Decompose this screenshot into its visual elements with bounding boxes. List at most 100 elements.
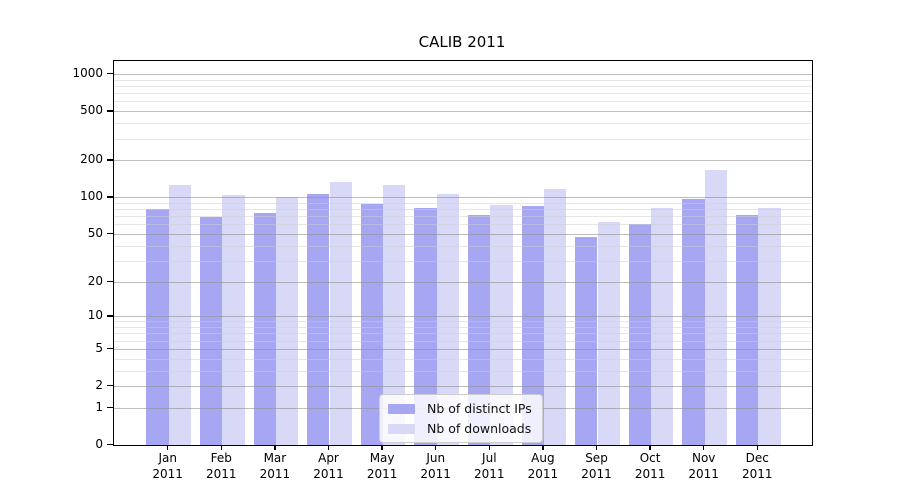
x-tick-year: 2011: [259, 466, 291, 481]
gridline-minor: [114, 358, 812, 360]
bar-distinct-ips: [467, 215, 491, 445]
x-tick: [327, 445, 330, 450]
x-tick: [435, 445, 437, 450]
x-tick-year: 2011: [742, 466, 773, 481]
bar-downloads: [758, 207, 781, 445]
x-tick-label: Jan 2011: [136, 451, 200, 482]
x-tick-year: 2011: [634, 466, 666, 481]
y-tick-label: 500: [80, 103, 103, 118]
x-tick-label: Apr 2011: [297, 451, 361, 482]
x-tick: [220, 445, 222, 450]
legend-label-downloads: Nb of downloads: [427, 421, 532, 436]
x-tick-year: 2011: [474, 466, 505, 481]
x-tick-label: May 2011: [350, 451, 414, 482]
y-tick-label: 10: [87, 308, 103, 323]
x-tick-month: Mar: [263, 451, 287, 465]
x-tick-label: Aug 2011: [511, 451, 575, 482]
gridline-major: [114, 197, 812, 199]
bar-downloads: [383, 185, 406, 445]
x-tick-label: Sep 2011: [565, 451, 629, 482]
gridline-minor: [114, 321, 812, 323]
gridline-minor: [114, 216, 812, 218]
x-tick-month: Feb: [210, 451, 232, 465]
y-tick-label: 1000: [72, 66, 103, 81]
gridline-minor: [114, 123, 812, 125]
y-tick: [107, 444, 113, 446]
gridline-minor: [114, 93, 812, 95]
x-tick-year: 2011: [206, 466, 237, 481]
legend-item-downloads: Nb of downloads: [388, 421, 532, 436]
y-tick-label: 0: [95, 437, 103, 451]
gridline-minor: [114, 138, 812, 140]
bar-downloads: [651, 207, 674, 445]
gridline-major: [114, 160, 812, 162]
bar-distinct-ips: [307, 194, 330, 445]
y-tick-label: 50: [87, 225, 103, 240]
gridline-minor: [114, 224, 812, 226]
x-tick-month: Oct: [639, 451, 661, 465]
bar-downloads: [168, 184, 192, 445]
x-tick-year: 2011: [313, 466, 344, 481]
x-tick-year: 2011: [688, 466, 719, 481]
legend-swatch-downloads: [388, 423, 415, 434]
bar-downloads: [490, 204, 513, 445]
bar-downloads: [436, 193, 460, 445]
gridline-major: [114, 281, 812, 283]
bar-distinct-ips: [521, 206, 544, 445]
x-tick-month: Jul: [482, 451, 497, 465]
legend-swatch-distinct-ips: [388, 403, 415, 414]
x-tick: [167, 445, 169, 450]
y-tick: [107, 159, 113, 161]
x-tick: [703, 445, 705, 450]
gridline-minor: [114, 209, 812, 211]
y-tick: [107, 73, 113, 75]
bar-downloads: [222, 195, 245, 445]
y-tick-label: 1: [95, 399, 103, 414]
gridline-minor: [114, 333, 812, 335]
x-tick: [488, 445, 490, 450]
x-tick: [542, 445, 544, 450]
y-tick-label: 2: [95, 378, 103, 393]
x-tick: [274, 445, 276, 450]
gridline-major: [114, 74, 812, 76]
y-tick: [107, 232, 113, 235]
y-tick-label: 5: [95, 340, 103, 355]
gridline-minor: [114, 79, 812, 81]
x-tick: [381, 445, 383, 450]
chart-title: CALIB 2011: [418, 33, 506, 51]
gridline-minor: [114, 327, 812, 329]
x-tick-label: Nov 2011: [672, 451, 736, 482]
bar-distinct-ips: [735, 215, 759, 445]
gridline-minor: [114, 101, 812, 103]
x-tick-month: Apr: [318, 451, 339, 465]
x-tick: [595, 445, 598, 450]
x-tick-month: May: [369, 451, 395, 465]
x-tick-label: Jul 2011: [457, 451, 521, 482]
gridline-minor: [114, 370, 812, 372]
x-tick-year: 2011: [152, 466, 183, 481]
x-tick-label: Feb 2011: [189, 451, 253, 482]
bar-distinct-ips: [414, 208, 437, 445]
bar-downloads: [275, 197, 299, 445]
x-tick-label: Jun 2011: [404, 451, 468, 482]
x-tick-year: 2011: [420, 466, 451, 481]
y-tick: [107, 315, 113, 317]
y-tick-label: 200: [80, 152, 103, 167]
gridline-minor: [114, 260, 812, 262]
gridline-major: [114, 233, 812, 235]
x-tick-month: Sep: [585, 451, 608, 465]
y-tick-label: 100: [80, 189, 103, 204]
gridline-major: [114, 111, 812, 113]
bar-distinct-ips: [628, 224, 652, 445]
bar-downloads: [704, 169, 728, 445]
x-tick: [649, 445, 651, 450]
y-tick: [107, 196, 113, 198]
legend: Nb of distinct IPs Nb of downloads: [379, 394, 543, 443]
x-tick-label: Mar 2011: [243, 451, 307, 482]
y-tick: [107, 110, 113, 112]
bar-distinct-ips: [253, 213, 276, 445]
x-tick-month: Jan: [158, 451, 177, 465]
x-tick-month: Nov: [691, 451, 716, 465]
legend-label-distinct-ips: Nb of distinct IPs: [427, 401, 532, 416]
